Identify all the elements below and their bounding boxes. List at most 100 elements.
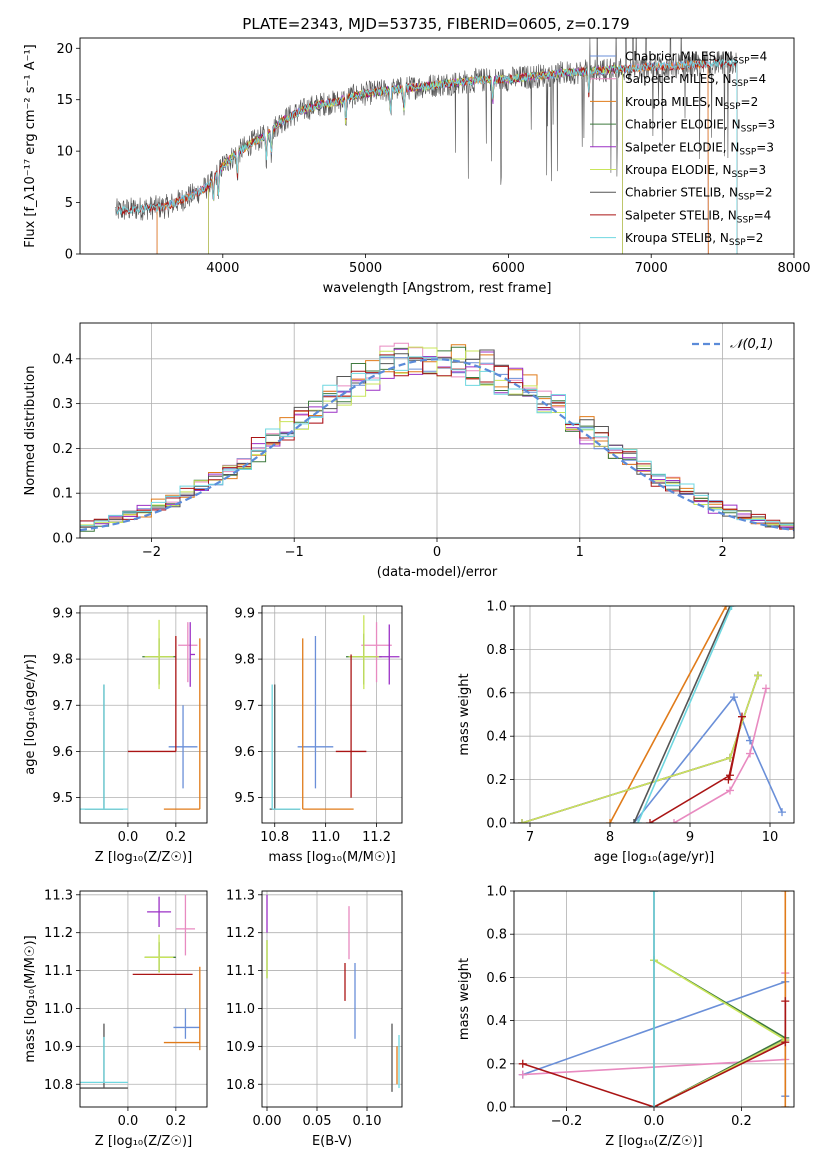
x-tick-label: 9 xyxy=(686,830,694,845)
legend-nssp: =4 xyxy=(750,50,768,64)
mass_vs_ebv-axes: 0.00 0.05 0.10 10.8 10.9 11.0 11.1 11.2 11.3 E(B-… xyxy=(226,888,403,1149)
x-tick-label: 0.0 xyxy=(118,830,139,845)
legend-nssp: =4 xyxy=(748,72,766,86)
x-axis-label: age [log₁₀(age/yr)] xyxy=(594,850,715,865)
residuals-plot-area xyxy=(80,342,794,534)
x-tick-label: −2 xyxy=(142,545,161,560)
x-tick-label: 1 xyxy=(576,545,584,560)
y-axis-label: mass [log₁₀(M/M☉)] xyxy=(23,935,38,1062)
y-tick-label: 11.2 xyxy=(226,926,255,941)
legend-label: Salpeter STELIB, NSSP=4 xyxy=(625,208,771,225)
weight-line xyxy=(653,959,787,1107)
y-tick-label: 10.9 xyxy=(44,1040,73,1055)
y-tick-label: 9.9 xyxy=(52,606,73,621)
figure-title: PLATE=2343, MJD=53735, FIBERID=0605, z=0… xyxy=(242,15,629,33)
weight-marker xyxy=(518,819,526,823)
weight_vs_Z-plot-area xyxy=(518,891,790,1107)
x-tick-label: 0.2 xyxy=(166,1114,187,1129)
spectrum-line xyxy=(115,58,738,254)
weight-line xyxy=(649,716,743,823)
weight-marker xyxy=(724,775,733,784)
weight-marker xyxy=(670,819,678,823)
x-tick-label: 4000 xyxy=(206,261,239,276)
weight-line xyxy=(633,606,731,823)
x-tick-label: 2 xyxy=(718,545,726,560)
weight-marker xyxy=(630,819,638,823)
y-tick-label: 9.6 xyxy=(52,745,73,760)
legend-label: Kroupa STELIB, NSSP=2 xyxy=(625,231,763,248)
x-tick-label: 10.8 xyxy=(260,830,289,845)
axes-frame xyxy=(79,37,795,255)
legend-subscript: SSP xyxy=(732,170,749,180)
x-tick-label: 0.00 xyxy=(253,1114,282,1129)
y-tick-label: 9.5 xyxy=(52,791,73,806)
weight_vs_age-axes: 7 8 9 10 0.0 0.2 0.4 0.6 0.8 1.0 age [log₁₀(age/yr… xyxy=(457,600,795,865)
x-tick-label: 11.2 xyxy=(362,830,391,845)
spectrum-axes: 4000 5000 6000 7000 8000 0 5 10 15 20 wavelength [… xyxy=(23,37,811,296)
y-tick-label: 11.3 xyxy=(44,888,73,903)
y-tick-label: 11.0 xyxy=(226,1002,255,1017)
x-tick-label: 8 xyxy=(606,830,614,845)
legend-subscript: SSP xyxy=(724,102,741,112)
x-tick-label: 0.0 xyxy=(644,1114,665,1129)
y-tick-label: 9.9 xyxy=(234,606,255,621)
legend-label: Chabrier STELIB, NSSP=2 xyxy=(625,186,773,203)
axes-frame xyxy=(261,605,403,824)
legend-label: Salpeter ELODIE, NSSP=3 xyxy=(625,140,774,157)
weight-marker xyxy=(781,997,790,1006)
age_vs_Z-plot-area xyxy=(80,619,201,810)
legend-subscript: SSP xyxy=(741,125,758,135)
weight-marker xyxy=(518,1070,527,1079)
y-tick-label: 10.8 xyxy=(44,1078,73,1093)
axes-frame xyxy=(261,890,403,1108)
x-axis-label: E(B-V) xyxy=(312,1134,352,1149)
weight-marker xyxy=(781,891,790,895)
weight-line xyxy=(521,675,759,823)
weight-line xyxy=(521,675,759,823)
y-tick-label: 0.6 xyxy=(486,686,507,701)
x-tick-label: −0.2 xyxy=(551,1114,583,1129)
weight-marker xyxy=(781,1038,790,1047)
y-tick-label: 11.0 xyxy=(44,1002,73,1017)
legend-subscript: SSP xyxy=(739,147,756,157)
legend-label: 𝒩(0,1) xyxy=(730,337,773,352)
x-tick-label: 5000 xyxy=(349,261,382,276)
legend-nssp: =4 xyxy=(754,208,772,222)
mass_vs_Z-plot-area xyxy=(80,894,201,1089)
x-tick-label: 7 xyxy=(526,830,534,845)
weight-line xyxy=(609,606,727,823)
legend-label-name: Chabrier STELIB, N xyxy=(625,186,738,200)
weight-marker xyxy=(781,1103,790,1107)
y-tick-label: 10.9 xyxy=(226,1040,255,1055)
weight-marker xyxy=(778,808,786,817)
age_vs_mass-plot-area xyxy=(269,615,400,810)
x-tick-label: 0.2 xyxy=(731,1114,752,1129)
x-tick-label: 6000 xyxy=(492,261,525,276)
y-tick-label: 0.4 xyxy=(52,352,73,367)
legend-label-name: Salpeter STELIB, N xyxy=(625,208,737,222)
weight_vs_age-plot-area xyxy=(518,606,786,823)
y-tick-label: 0.8 xyxy=(486,643,507,658)
legend-label-name: Kroupa MILES, N xyxy=(625,95,724,109)
weight-marker xyxy=(727,606,736,610)
x-tick-label: 10 xyxy=(762,830,779,845)
legend-label: Salpeter MILES, NSSP=4 xyxy=(625,72,766,89)
x-axis-label: Z [log₁₀(Z/Z☉)] xyxy=(605,1134,702,1149)
x-tick-label: 0.10 xyxy=(353,1114,382,1129)
legend-subscript: SSP xyxy=(738,193,755,203)
legend-label-name: Kroupa STELIB, N xyxy=(625,231,729,245)
y-tick-label: 0.2 xyxy=(486,1057,507,1072)
y-tick-label: 20 xyxy=(56,42,73,57)
legend-label-name: Chabrier MILES, N xyxy=(625,50,733,64)
legend-subscript: SSP xyxy=(733,57,750,67)
x-tick-label: 0 xyxy=(433,545,441,560)
x-tick-label: 8000 xyxy=(777,261,810,276)
legend-nssp: =2 xyxy=(746,231,764,245)
legend-nssp: =2 xyxy=(755,186,773,200)
legend-nssp: =3 xyxy=(757,118,775,132)
legend-label: Chabrier MILES, NSSP=4 xyxy=(625,50,767,67)
x-tick-label: 0.0 xyxy=(118,1114,139,1129)
axes-frame xyxy=(513,890,795,1108)
legend-subscript: SSP xyxy=(729,238,746,248)
